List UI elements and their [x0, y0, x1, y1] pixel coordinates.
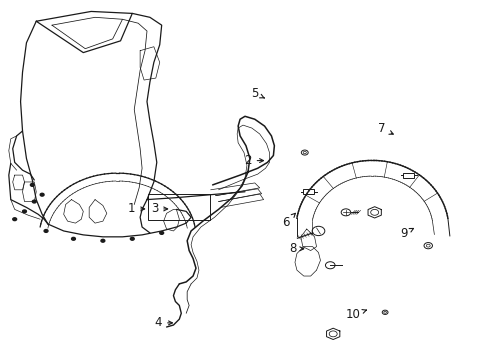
Circle shape: [71, 237, 75, 240]
Circle shape: [22, 210, 26, 213]
Circle shape: [30, 184, 34, 186]
Text: 10: 10: [345, 308, 366, 321]
Bar: [147, 194, 209, 220]
Text: 1: 1: [127, 202, 144, 215]
Circle shape: [32, 200, 36, 203]
Text: 3: 3: [151, 202, 167, 215]
Circle shape: [160, 231, 163, 234]
Circle shape: [40, 193, 44, 196]
Bar: [303, 189, 313, 194]
Text: 6: 6: [282, 213, 295, 229]
Text: 2: 2: [244, 154, 263, 167]
Circle shape: [13, 218, 17, 221]
Text: 7: 7: [378, 122, 392, 135]
Text: 9: 9: [399, 227, 413, 240]
Text: 8: 8: [288, 242, 303, 255]
Circle shape: [44, 230, 48, 232]
Text: 4: 4: [154, 316, 172, 329]
Text: 5: 5: [251, 87, 264, 100]
Circle shape: [130, 237, 134, 240]
Bar: [403, 173, 413, 177]
Circle shape: [101, 239, 104, 242]
